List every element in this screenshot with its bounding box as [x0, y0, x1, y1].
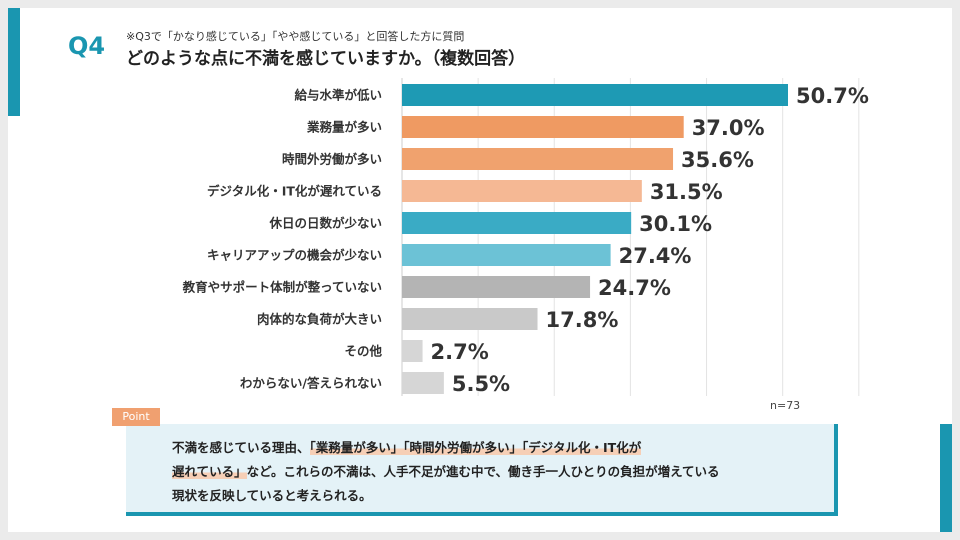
value-label: 5.5%	[452, 372, 510, 396]
question-title: どのような点に不満を感じていますか。（複数回答）	[126, 49, 526, 69]
bar	[402, 212, 632, 234]
point-highlight-2: 遅れている」	[172, 464, 247, 479]
point-box: 不満を感じている理由、「業務量が多い」「時間外労働が多い」「デジタル化・IT化が…	[126, 424, 838, 516]
bar	[402, 148, 674, 170]
category-label: 休日の日数が少ない	[268, 216, 382, 231]
value-label: 37.0%	[692, 116, 765, 140]
category-label: 肉体的な負荷が大きい	[257, 312, 382, 327]
question-subtitle: ※Q3で「かなり感じている」「やや感じている」と回答した方に質問	[126, 30, 465, 43]
value-label: 17.8%	[546, 308, 619, 332]
bar	[402, 308, 538, 330]
point-text-part-2: など。これらの不満は、人手不足が進む中で、働き手一人ひとりの負担が増えている	[246, 464, 720, 479]
point-text-part-1: 不満を感じている理由、	[172, 440, 310, 455]
category-label: 業務量が多い	[306, 120, 382, 135]
bar	[402, 84, 788, 106]
value-label: 27.4%	[619, 244, 692, 268]
point-tag: Point	[112, 408, 160, 426]
bar	[402, 372, 444, 394]
bar	[402, 116, 684, 138]
category-label: 教育やサポート体制が整っていない	[182, 280, 382, 295]
bar-chart: 給与水準が低い 50.7% 業務量が多い 37.0% 時間外労働が多い 35.6% デジタル…	[182, 78, 869, 396]
point-text-part-3: 現状を反映していると考えられる。	[172, 488, 372, 503]
point-highlight-1: 「業務量が多い」「時間外労働が多い」「デジタル化・IT化が	[309, 440, 642, 455]
category-label: その他	[344, 344, 382, 359]
value-label: 31.5%	[650, 180, 723, 204]
category-label: 給与水準が低い	[294, 88, 382, 103]
bar	[402, 244, 611, 266]
accent-bar-top-left	[8, 8, 20, 116]
category-label: デジタル化・IT化が遅れている	[207, 184, 382, 199]
bar	[402, 180, 642, 202]
question-label: Q4	[68, 32, 106, 60]
category-label: キャリアアップの機会が少ない	[207, 248, 382, 263]
value-label: 24.7%	[598, 276, 671, 300]
sample-size-label: n=73	[770, 399, 801, 412]
value-label: 50.7%	[796, 84, 869, 108]
accent-bar-bottom-right	[940, 424, 952, 532]
value-label: 30.1%	[639, 212, 712, 236]
point-text: 不満を感じている理由、「業務量が多い」「時間外労働が多い」「デジタル化・IT化が…	[172, 436, 822, 508]
value-label: 2.7%	[431, 340, 489, 364]
bar	[402, 340, 423, 362]
bar	[402, 276, 591, 298]
category-label: わからない/答えられない	[240, 376, 382, 391]
category-label: 時間外労働が多い	[282, 152, 382, 167]
value-label: 35.6%	[681, 148, 754, 172]
